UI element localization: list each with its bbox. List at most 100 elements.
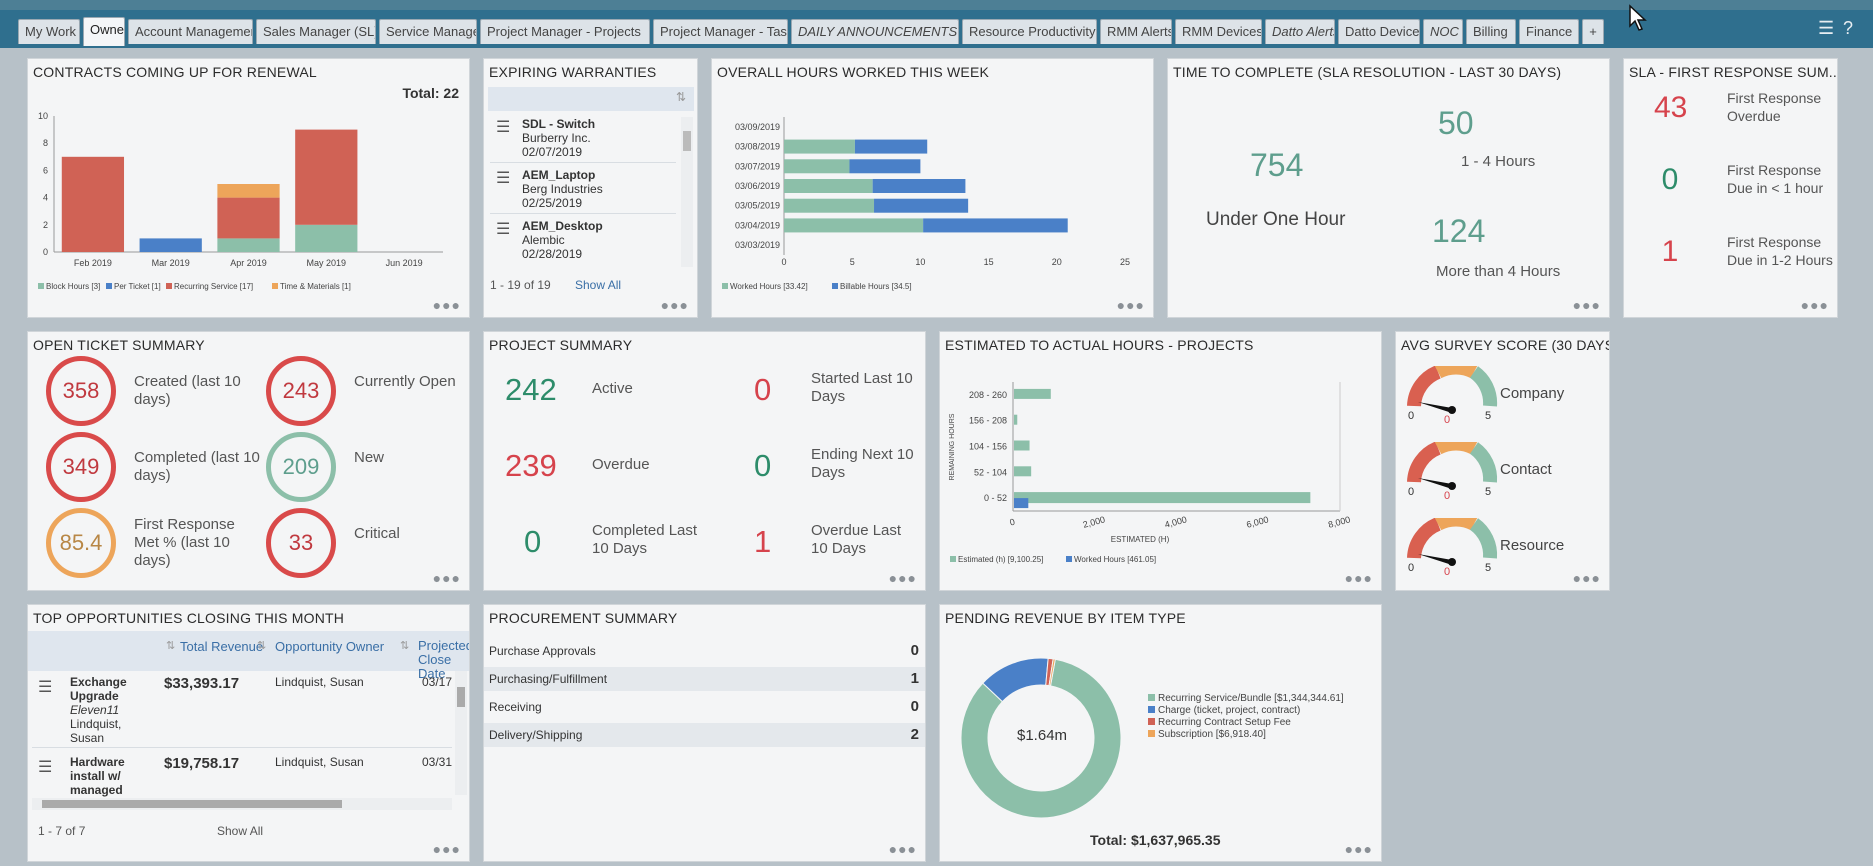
tab-add-button[interactable]: + (1582, 19, 1604, 44)
more-dots-icon[interactable]: ●●● (1572, 297, 1601, 313)
list-header: ⇅ (488, 87, 694, 111)
sort-icon[interactable]: ⇅ (166, 640, 176, 652)
tab-owner[interactable]: Owner (83, 17, 125, 46)
ticket-label: Critical (354, 525, 400, 542)
project-summary-widget: PROJECT SUMMARY 242 Active 0 Started Last 1… (483, 331, 926, 591)
procurement-row[interactable]: Purchasing/Fulfillment 1 (484, 667, 925, 691)
more-dots-icon[interactable]: ●●● (888, 841, 917, 857)
menu-icon[interactable]: ☰ (1818, 18, 1835, 38)
more-dots-icon[interactable]: ●●● (1116, 297, 1145, 313)
ticket-value: 209 (282, 454, 320, 479)
widget-title: PROCUREMENT SUMMARY (489, 610, 678, 626)
column-header[interactable]: Projected Close Date (418, 638, 470, 681)
more-dots-icon[interactable]: ●●● (1344, 841, 1373, 857)
more-dots-icon[interactable]: ●●● (432, 841, 461, 857)
procurement-row[interactable]: Receiving 0 (484, 695, 925, 719)
more-dots-icon[interactable]: ●●● (1344, 570, 1373, 586)
more-dots-icon[interactable]: ●●● (432, 297, 461, 313)
y-tick-label: 03/04/2019 (735, 220, 780, 230)
help-icon[interactable]: ? (1843, 18, 1854, 38)
tab-my-work[interactable]: My Work (18, 19, 80, 44)
sort-icon[interactable]: ⇅ (675, 90, 686, 104)
warranty-name[interactable]: SDL - Switch (522, 117, 596, 131)
gauge-min: 0 (1408, 486, 1415, 498)
show-all-link[interactable]: Show All (575, 278, 622, 292)
procurement-row[interactable]: Purchase Approvals 0 (484, 639, 925, 663)
more-dots-icon[interactable]: ●●● (888, 570, 917, 586)
procurement-row[interactable]: Delivery/Shipping 2 (484, 723, 925, 747)
sla-label: First Response Due in 1-2 Hours (1727, 234, 1833, 268)
hours-worked-widget: OVERALL HOURS WORKED THIS WEEK 0 5 10 15 20 2… (711, 58, 1154, 318)
legend-swatch (106, 283, 112, 289)
list-menu-icon[interactable]: ☰ (496, 170, 511, 187)
list-menu-icon[interactable]: ☰ (38, 679, 53, 696)
warranty-name[interactable]: AEM_Laptop (522, 168, 596, 182)
opportunity-name[interactable]: Exchange Upgrade (70, 675, 127, 703)
sort-icon[interactable]: ⇅ (400, 640, 410, 652)
more-dots-icon[interactable]: ●●● (660, 297, 689, 313)
tab-sales-manager-sl[interactable]: Sales Manager (SL) (256, 19, 376, 44)
project-value: 1 (754, 524, 772, 559)
pie-slice (960, 658, 1122, 819)
tab-rmm-devices[interactable]: RMM Devices (1175, 19, 1262, 44)
widget-title: TIME TO COMPLETE (SLA RESOLUTION - LAST … (1173, 64, 1562, 80)
list-menu-icon[interactable]: ☰ (496, 119, 511, 136)
bar (1014, 498, 1029, 509)
legend-swatch (832, 283, 838, 289)
bar-segment (784, 179, 873, 193)
tab-project-manager-tasks[interactable]: Project Manager - Tasks (653, 19, 788, 44)
y-tick-label: 0 - 52 (984, 493, 1007, 503)
tab-daily-announcements[interactable]: DAILY ANNOUNCEMENTS (791, 19, 959, 44)
legend-swatch (1148, 706, 1155, 713)
ticket-ring: 85.4 (46, 508, 116, 578)
column-header[interactable]: Opportunity Owner (275, 639, 385, 654)
tab-finance[interactable]: Finance (1519, 19, 1579, 44)
total-label: Total: (402, 85, 440, 101)
metric-value: 754 (1250, 147, 1304, 183)
scrollbar[interactable] (455, 671, 467, 795)
project-value: 0 (524, 524, 542, 559)
top-opportunities-widget: TOP OPPORTUNITIES CLOSING THIS MONTH ⇅ T… (27, 604, 470, 862)
ticket-label: Completed (last 10 days) (134, 449, 260, 484)
tab-noc[interactable]: NOC (1423, 19, 1463, 44)
scrollbar[interactable] (681, 117, 693, 267)
donut-center-label: $1.64m (1017, 727, 1068, 744)
legend-label: Recurring Service/Bundle [$1,344,344.61] (1158, 693, 1344, 704)
widget-title: EXPIRING WARRANTIES (489, 64, 657, 80)
warranty-company: Berg Industries (522, 182, 603, 196)
tab-project-manager-projects[interactable]: Project Manager - Projects (480, 19, 650, 44)
tab-rmm-alerts[interactable]: RMM Alerts (1100, 19, 1172, 44)
x-tick-label: Apr 2019 (230, 258, 267, 268)
opportunity-owner: Lindquist, Susan (275, 755, 364, 769)
legend-label: Recurring Service [17] (174, 282, 253, 291)
tab-datto-devices[interactable]: Datto Devices (1338, 19, 1420, 44)
metric-label: Under One Hour (1206, 209, 1346, 230)
horizontal-scrollbar[interactable] (32, 798, 452, 810)
tab-resource-productivity[interactable]: Resource Productivity (962, 19, 1097, 44)
bar (1014, 466, 1032, 477)
warranty-name[interactable]: AEM_Desktop (522, 219, 603, 233)
tab-datto-alerts[interactable]: Datto Alerts (1265, 19, 1335, 44)
sort-icon[interactable]: ⇅ (257, 640, 267, 652)
legend-swatch (1148, 694, 1155, 701)
more-dots-icon[interactable]: ●●● (432, 570, 461, 586)
list-menu-icon[interactable]: ☰ (496, 221, 511, 238)
column-header[interactable]: Total Revenue (180, 639, 264, 654)
procurement-summary-widget: PROCUREMENT SUMMARY Purchase Approvals 0 P… (483, 604, 926, 862)
tab-service-manager[interactable]: Service Manager (379, 19, 477, 44)
total-value: $1,637,965.35 (1130, 832, 1221, 848)
more-dots-icon[interactable]: ●●● (1800, 297, 1829, 313)
y-tick-label: 2 (43, 220, 48, 230)
sla-label: First Response Due in < 1 hour (1727, 162, 1824, 196)
tab-account-management[interactable]: Account Management (128, 19, 253, 44)
opportunity-name[interactable]: Hardware install w/ managed (70, 755, 125, 797)
widget-title: TOP OPPORTUNITIES CLOSING THIS MONTH (33, 610, 345, 626)
y-tick-label: 03/06/2019 (735, 181, 780, 191)
project-value: 0 (754, 448, 772, 483)
list-menu-icon[interactable]: ☰ (38, 759, 53, 776)
tab-billing[interactable]: Billing (1466, 19, 1516, 44)
legend-label: Worked Hours [33.42] (730, 282, 808, 291)
x-tick-label: 15 (984, 257, 994, 267)
more-dots-icon[interactable]: ●●● (1572, 570, 1601, 586)
show-all-link[interactable]: Show All (217, 824, 264, 838)
